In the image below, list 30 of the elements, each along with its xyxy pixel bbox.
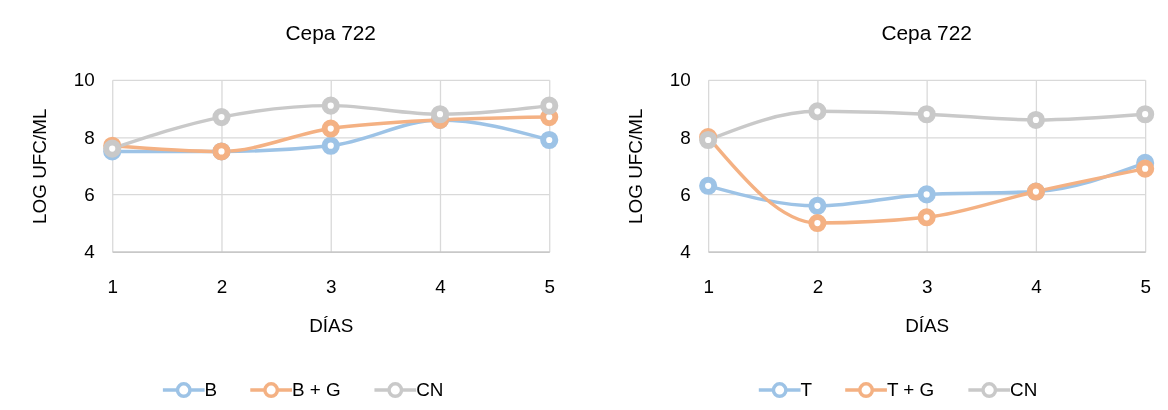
legend-label: T + G: [886, 379, 935, 401]
y-tick-label: 4: [680, 241, 691, 263]
y-tick-label: 6: [680, 183, 691, 205]
legend-label: B: [204, 379, 218, 401]
y-tick-label: 8: [84, 126, 95, 148]
y-tick-label: 4: [84, 241, 95, 263]
y-tick-label: 8: [680, 126, 691, 148]
chart-title: Cepa 722: [285, 21, 376, 45]
x-axis-title: DÍAS: [309, 314, 354, 336]
y-tick-label: 10: [669, 69, 691, 91]
x-tick-label: 4: [435, 275, 446, 297]
legend-label: CN: [1010, 379, 1038, 401]
legend-label: B + G: [292, 379, 341, 401]
y-tick-label: 10: [73, 69, 95, 91]
x-tick-label: 2: [216, 275, 228, 297]
x-tick-label: 5: [544, 275, 555, 297]
x-tick-label: 4: [1031, 275, 1042, 297]
legend-label: T: [800, 379, 813, 401]
x-axis-title: DÍAS: [905, 314, 950, 336]
x-tick-label: 2: [812, 275, 824, 297]
x-tick-label: 1: [107, 275, 118, 297]
y-tick-label: 6: [84, 183, 95, 205]
legend-label: CN: [416, 379, 444, 401]
x-tick-label: 1: [703, 275, 714, 297]
y-axis-title: LOG UFC/ML: [29, 108, 51, 224]
x-tick-label: 3: [325, 275, 337, 297]
y-axis-title: LOG UFC/ML: [624, 108, 646, 224]
x-tick-label: 3: [921, 275, 933, 297]
x-tick-label: 5: [1140, 275, 1151, 297]
chart-title: Cepa 722: [881, 21, 972, 45]
